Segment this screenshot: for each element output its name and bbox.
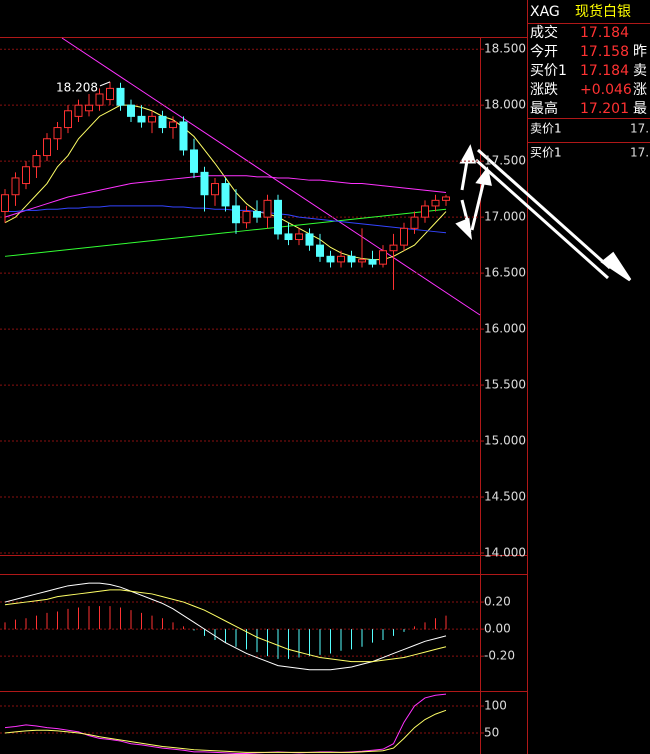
arrow — [475, 158, 609, 280]
quote-label: 最高 — [530, 100, 558, 117]
y-tick-label: 14.000 — [484, 546, 526, 560]
candle-body — [431, 199, 440, 207]
y-tick-label: 14.500 — [484, 490, 526, 504]
book-label: 卖价1 — [530, 122, 562, 136]
y-tick-label: -0.20 — [484, 649, 515, 663]
y-tick-label: 18.500 — [484, 42, 526, 56]
candle-body — [347, 255, 356, 263]
y-tick-label: 50 — [484, 725, 499, 739]
candle-body — [221, 183, 230, 207]
candle-body — [295, 233, 303, 241]
quote-value: 17.184 — [580, 25, 629, 41]
candle-body — [358, 259, 366, 263]
candle-body — [253, 211, 261, 218]
candle-body — [442, 196, 450, 201]
candle-body — [410, 216, 419, 229]
quote-label: 卖 — [633, 63, 647, 79]
candle-body — [158, 115, 167, 129]
candle-body — [379, 250, 387, 265]
trend-line — [61, 37, 481, 316]
candle-body — [85, 104, 93, 112]
quote-label: 今开 — [530, 44, 558, 60]
quote-value: +0.046 — [580, 82, 632, 98]
y-tick-label: 16.000 — [484, 322, 526, 336]
arrow — [477, 148, 611, 270]
candle-body — [263, 199, 272, 218]
candle-body — [137, 115, 146, 123]
y-tick-label: 0.20 — [484, 595, 511, 609]
candle-body — [95, 93, 104, 106]
candle-body — [32, 155, 41, 168]
high-label: 18.208 — [56, 80, 98, 94]
quote-label: 涨 — [633, 82, 647, 98]
candle-body — [316, 244, 324, 257]
arrow-head — [600, 251, 632, 282]
candle-body — [11, 177, 20, 196]
candle-body — [421, 205, 429, 218]
candle-body — [64, 110, 72, 129]
quote-label: 涨跌 — [530, 82, 558, 98]
candle-body — [74, 104, 83, 117]
candle-body — [22, 166, 30, 185]
candle-body — [274, 199, 282, 235]
book-value: 17.1 — [630, 146, 650, 160]
high-pointer — [99, 81, 111, 87]
y-tick-label: 17.500 — [484, 154, 526, 168]
indicator-line — [4, 693, 447, 754]
candle-body — [190, 149, 198, 173]
y-tick-label: 18.000 — [484, 98, 526, 112]
quote-label: 最 — [633, 101, 647, 117]
candle-body — [368, 259, 377, 265]
quote-value: 17.158 — [580, 44, 629, 60]
y-tick-label: 100 — [484, 699, 507, 713]
symbol: XAG — [530, 4, 560, 20]
candle-body — [106, 87, 114, 101]
indicator-line — [4, 709, 447, 753]
candle-body — [116, 87, 125, 106]
candle-body — [400, 227, 408, 246]
candle-body — [389, 244, 398, 252]
y-tick-label: 0.00 — [484, 622, 511, 636]
arrow-head — [459, 144, 476, 164]
candle-body — [305, 233, 314, 246]
candle-body — [179, 121, 188, 151]
candle-body — [326, 255, 335, 263]
candle-body — [127, 104, 135, 117]
indicator-line — [4, 208, 447, 257]
quote-value: 17.184 — [580, 63, 629, 79]
book-label: 买价1 — [530, 146, 562, 160]
arrow-head — [455, 217, 473, 241]
y-tick-label: 17.000 — [484, 210, 526, 224]
y-tick-label: 15.500 — [484, 378, 526, 392]
symbol-name: 现货白银 — [575, 3, 631, 20]
arrows — [455, 144, 632, 282]
candle-body — [337, 255, 345, 263]
arrow-head — [475, 166, 492, 186]
candle-body — [200, 171, 209, 196]
candle-body — [242, 211, 251, 224]
candle-body — [211, 183, 219, 196]
arrow — [470, 179, 486, 231]
quote-label: 成交 — [530, 24, 558, 41]
candle-body — [169, 121, 177, 129]
y-tick-label: 15.000 — [484, 434, 526, 448]
book-value: 17.1 — [630, 122, 650, 136]
quote-label: 买价1 — [530, 63, 567, 79]
y-tick-label: 16.500 — [484, 266, 526, 280]
quote-value: 17.201 — [580, 101, 629, 117]
candle-body — [148, 115, 156, 123]
candle-body — [1, 194, 9, 213]
candle-body — [284, 233, 293, 241]
candle-body — [232, 205, 240, 224]
candle-body — [53, 127, 62, 140]
candle-body — [43, 138, 51, 157]
quote-label: 昨 — [633, 44, 647, 60]
indicator-line — [4, 175, 447, 218]
indicator-line — [4, 589, 447, 663]
